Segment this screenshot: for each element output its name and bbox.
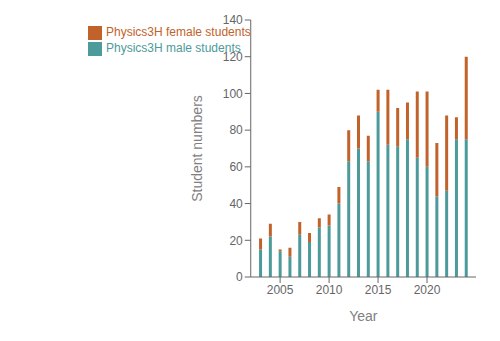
svg-text:2005: 2005 (267, 283, 294, 297)
svg-text:2020: 2020 (414, 283, 441, 297)
svg-text:40: 40 (229, 197, 243, 211)
svg-text:60: 60 (229, 160, 243, 174)
svg-text:Student numbers: Student numbers (189, 95, 205, 202)
svg-text:100: 100 (223, 87, 243, 101)
svg-text:120: 120 (223, 50, 243, 64)
svg-text:20: 20 (229, 234, 243, 248)
svg-text:140: 140 (223, 13, 243, 27)
svg-text:0: 0 (236, 270, 243, 284)
svg-text:Year: Year (349, 308, 378, 324)
svg-text:2010: 2010 (316, 283, 343, 297)
svg-text:2015: 2015 (365, 283, 392, 297)
svg-text:80: 80 (229, 123, 243, 137)
